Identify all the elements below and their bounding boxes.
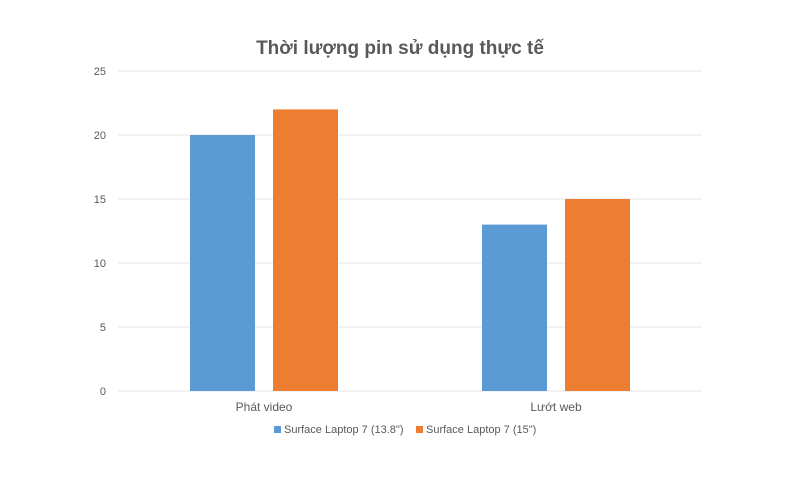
category-label: Phát video bbox=[236, 400, 293, 414]
legend-label: Surface Laptop 7 (13.8") bbox=[284, 424, 403, 436]
bars bbox=[190, 109, 630, 392]
legend-swatch bbox=[416, 426, 423, 433]
bar-series1-1 bbox=[482, 224, 547, 391]
x-axis-categories: Phát video Lướt web bbox=[236, 400, 582, 414]
y-tick-label: 5 bbox=[100, 322, 106, 334]
chart-title: Thời lượng pin sử dụng thực tế bbox=[256, 38, 544, 59]
category-label: Lướt web bbox=[530, 400, 582, 414]
legend-item-1: Surface Laptop 7 (13.8") bbox=[274, 424, 403, 436]
y-tick-label: 15 bbox=[94, 194, 106, 206]
y-axis-ticks: 0 5 10 15 20 25 bbox=[94, 66, 106, 398]
bar-series2-1 bbox=[565, 199, 630, 391]
bar-series2-0 bbox=[273, 109, 338, 392]
legend-swatch bbox=[274, 426, 281, 433]
bar-series1-0 bbox=[190, 135, 255, 391]
y-tick-label: 0 bbox=[100, 386, 106, 398]
y-tick-label: 10 bbox=[94, 258, 106, 270]
legend-label: Surface Laptop 7 (15") bbox=[426, 424, 536, 436]
legend-item-2: Surface Laptop 7 (15") bbox=[416, 424, 536, 436]
y-tick-label: 20 bbox=[94, 130, 106, 142]
legend: Surface Laptop 7 (13.8") Surface Laptop 7… bbox=[274, 424, 536, 436]
y-tick-label: 25 bbox=[94, 66, 106, 78]
